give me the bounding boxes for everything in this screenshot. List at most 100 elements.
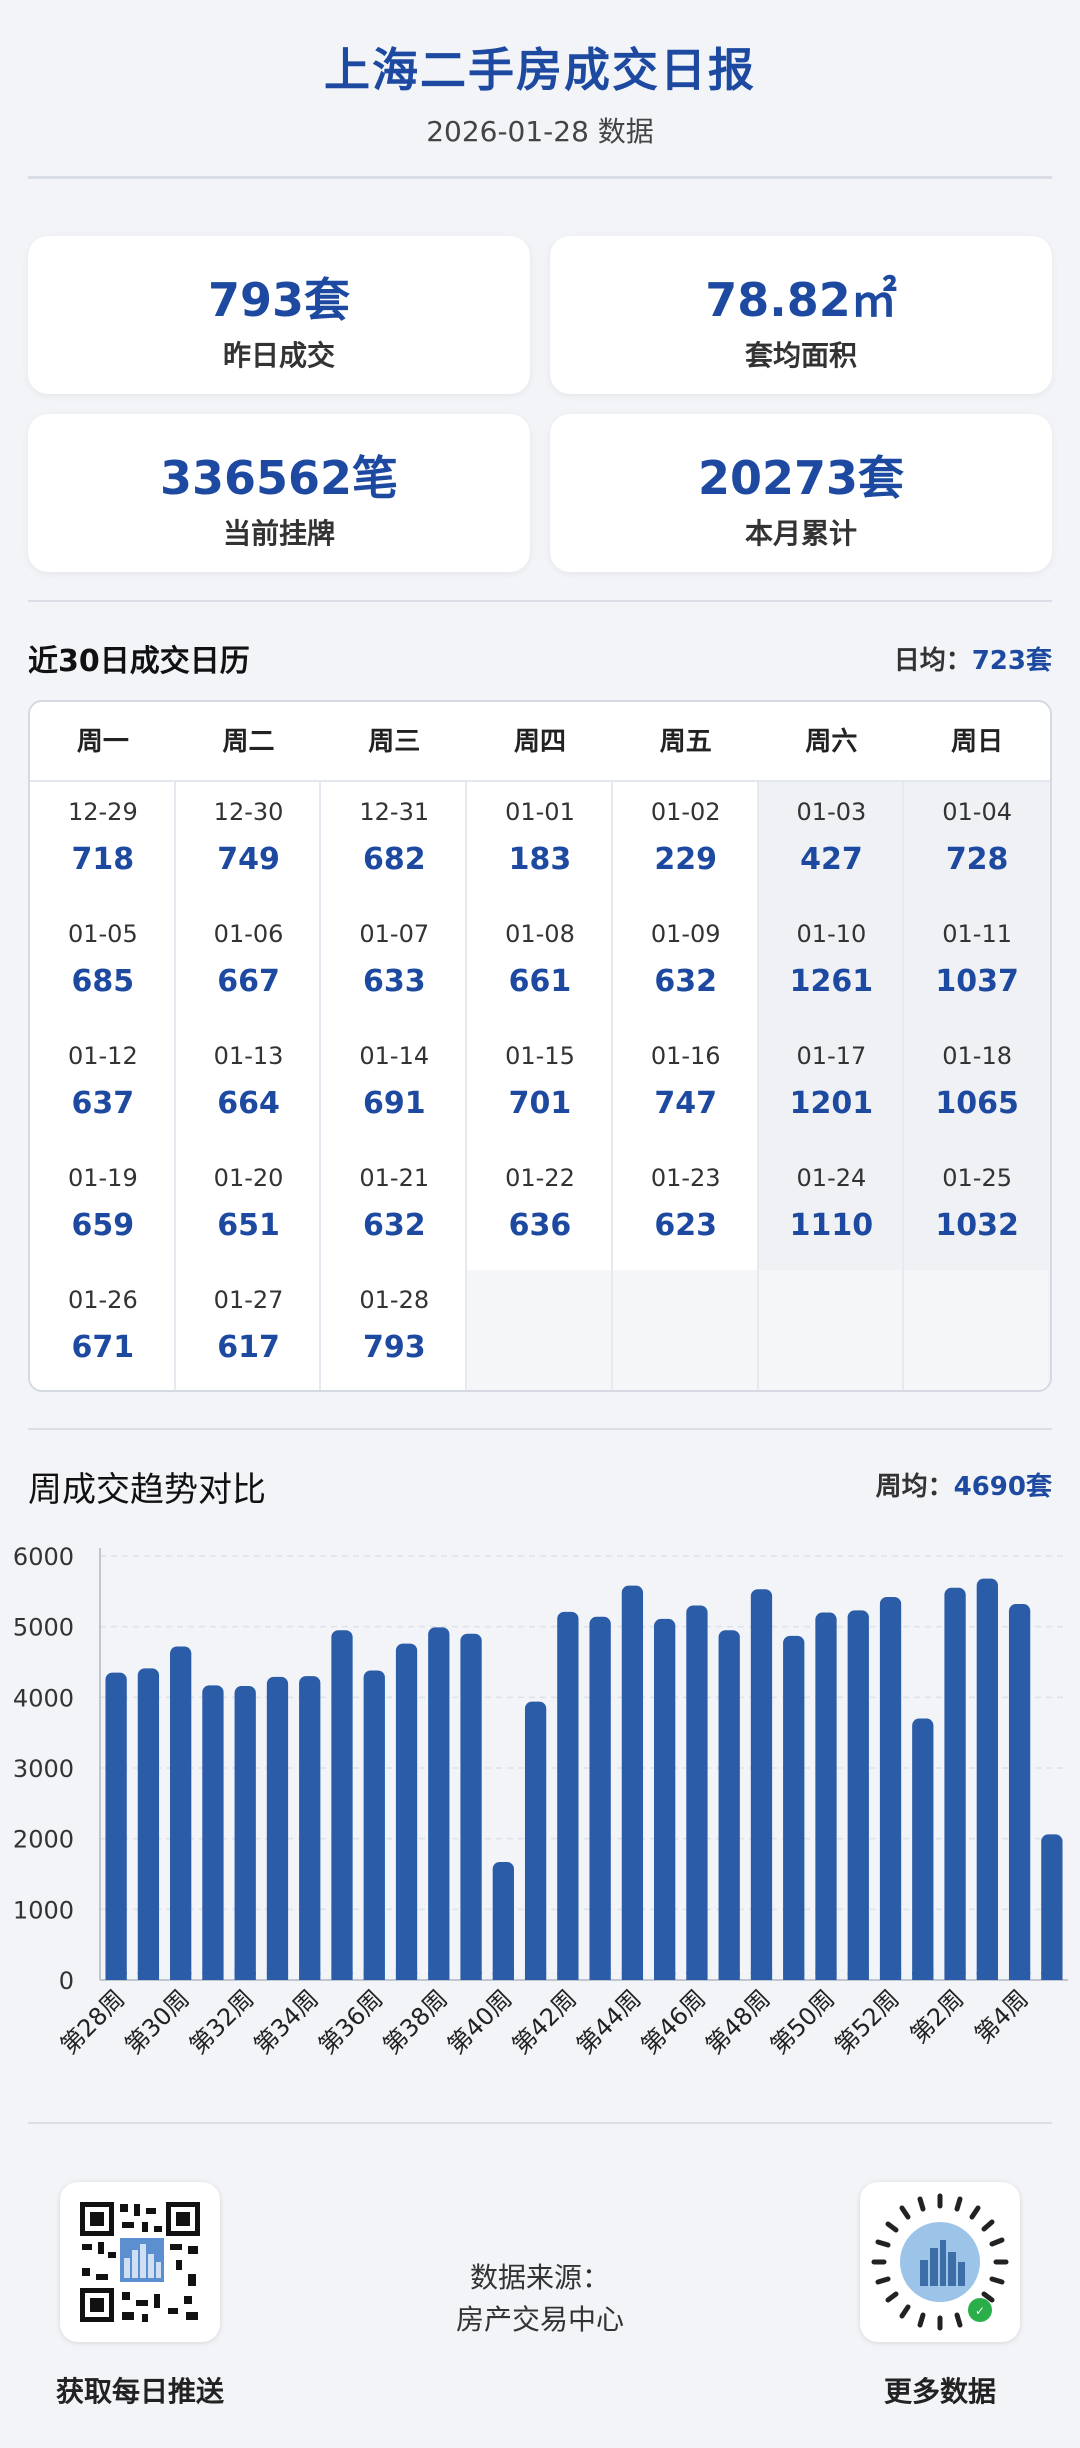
calendar-day: 01-01 183 <box>467 782 613 904</box>
bar-base <box>524 1972 547 1980</box>
page-title: 上海二手房成交日报 <box>324 43 756 97</box>
bar <box>202 1685 224 1980</box>
stat-card-avg-area: 78.82㎡ 套均面积 <box>550 236 1052 394</box>
bar <box>976 1578 998 1980</box>
stat-label: 当前挂牌 <box>222 517 335 550</box>
calendar-day: 01-27 617 <box>176 1270 322 1390</box>
calendar-day: 01-22 636 <box>467 1148 613 1270</box>
calendar-day-count: 671 <box>71 1330 135 1365</box>
deal-calendar: 周一 周二 周三 周四 周五 周六 周日 12-29 718 12-30 749 12-31 682 0… <box>28 700 1052 1392</box>
qr-code-daily-push[interactable] <box>60 2182 220 2342</box>
calendar-day: 01-08 661 <box>467 904 613 1026</box>
calendar-day-date: 01-26 <box>67 1286 138 1314</box>
stat-value: 20273套 <box>697 451 905 505</box>
mini-program-code[interactable]: ✓ <box>860 2182 1020 2342</box>
bar-base <box>363 1972 385 1980</box>
calendar-day-count: 632 <box>654 964 717 999</box>
header: 上海二手房成交日报 2026-01-28 数据 <box>0 0 1080 180</box>
calendar-day-count: 1065 <box>935 1086 1019 1121</box>
calendar-day-count: 664 <box>217 1086 280 1121</box>
y-tick-label: 3000 <box>13 1755 74 1783</box>
calendar-day-date: 01-25 <box>942 1164 1012 1192</box>
stat-label: 本月累计 <box>744 517 857 550</box>
bar-base <box>912 1972 934 1980</box>
x-tick-label: 第40周 <box>442 1984 517 2059</box>
bar-base <box>137 1972 160 1980</box>
calendar-day-date: 01-05 <box>67 920 138 948</box>
calendar-day-date: 01-08 <box>505 920 575 948</box>
weekday-header: 周日 <box>951 727 1004 757</box>
weekday-header: 周四 <box>513 727 566 757</box>
data-date: 2026-01-28 数据 <box>426 115 654 148</box>
calendar-day-count: 682 <box>362 842 426 877</box>
calendar-empty-cell <box>467 1270 611 1390</box>
x-tick-label: 第52周 <box>829 1984 904 2059</box>
calendar-day-count: 636 <box>508 1208 572 1243</box>
bar <box>234 1686 256 1980</box>
calendar-day-date: 01-04 <box>942 798 1012 826</box>
calendar-day: 01-20 651 <box>176 1148 322 1270</box>
calendar-day-date: 01-21 <box>359 1164 430 1192</box>
stat-label: 昨日成交 <box>222 339 335 372</box>
calendar-day-count: 651 <box>217 1208 280 1243</box>
weekly-bar-chart: 0 1000 2000 3000 4000 5000 6000 第28周第30周第32周第34… <box>13 1543 1068 2060</box>
more-data-label: 更多数据 <box>883 2375 996 2408</box>
calendar-day-date: 12-30 <box>213 798 284 826</box>
weekday-header: 周二 <box>222 727 275 757</box>
bar <box>912 1718 934 1980</box>
calendar-day: 01-25 1032 <box>904 1148 1050 1270</box>
calendar-day-count: 728 <box>945 842 1009 877</box>
calendar-day-count: 623 <box>654 1208 717 1243</box>
calendar-column <box>613 782 759 1390</box>
stat-value: 793套 <box>207 273 351 327</box>
calendar-day-date: 01-12 <box>67 1042 138 1070</box>
calendar-day: 01-07 633 <box>321 904 467 1026</box>
calendar-day-count: 427 <box>800 842 863 877</box>
bar-base <box>750 1972 773 1980</box>
stat-value: 78.82㎡ <box>705 273 897 327</box>
trend-title: 周成交趋势对比 <box>28 1470 266 1510</box>
calendar-day-date: 01-23 <box>650 1164 721 1192</box>
bar-base <box>847 1972 869 1980</box>
calendar-day: 01-16 747 <box>613 1026 759 1148</box>
calendar-weekday-header: 周一 周二 周三 周四 周五 周六 周日 <box>30 702 1050 782</box>
bar-base <box>815 1972 837 1980</box>
weekday-header: 周五 <box>659 727 712 757</box>
weekly-trend-chart: 0 1000 2000 3000 4000 5000 6000 第28周 第30周 第32周 第34… <box>0 1520 1080 2100</box>
bar <box>137 1668 160 1980</box>
section-divider <box>28 600 1052 602</box>
calendar-day: 01-17 1201 <box>759 1026 905 1148</box>
calendar-day-count: 632 <box>362 1208 426 1243</box>
calendar-title: 近30日成交日历 <box>28 644 250 679</box>
y-tick-label: 2000 <box>13 1826 74 1854</box>
x-tick-label: 第2周 <box>905 1984 970 2049</box>
bar-base <box>654 1972 676 1980</box>
calendar-day: 01-19 659 <box>30 1148 176 1270</box>
bar <box>1008 1604 1031 1980</box>
calendar-day-count: 1261 <box>789 964 874 999</box>
calendar-day: 01-23 623 <box>613 1148 759 1270</box>
calendar-day-date: 01-06 <box>213 920 284 948</box>
calendar-day-count: 661 <box>508 964 572 999</box>
calendar-column <box>321 782 468 1390</box>
y-tick-label: 1000 <box>13 1896 74 1924</box>
calendar-empty-cell <box>612 1270 757 1390</box>
bar-base <box>718 1972 740 1980</box>
calendar-day: 01-21 632 <box>321 1148 467 1270</box>
stat-card-yesterday-deals: 793套 昨日成交 <box>28 236 530 394</box>
bar <box>847 1610 869 1980</box>
bar <box>718 1630 740 1980</box>
calendar-day: 01-28 793 <box>321 1270 467 1390</box>
bar-base <box>686 1972 708 1980</box>
calendar-day-date: 01-11 <box>942 920 1012 948</box>
x-tick-label: 第36周 <box>313 1984 388 2059</box>
x-tick-label: 第48周 <box>700 1984 775 2059</box>
calendar-day-count: 749 <box>217 842 280 877</box>
stat-value: 336562笔 <box>159 451 399 505</box>
bar <box>266 1676 289 1980</box>
bar <box>686 1605 708 1980</box>
calendar-day-date: 01-07 <box>359 920 430 948</box>
bar-base <box>1008 1972 1031 1980</box>
calendar-day-date: 01-01 <box>505 798 575 826</box>
calendar-empty-cell <box>904 1270 1048 1390</box>
